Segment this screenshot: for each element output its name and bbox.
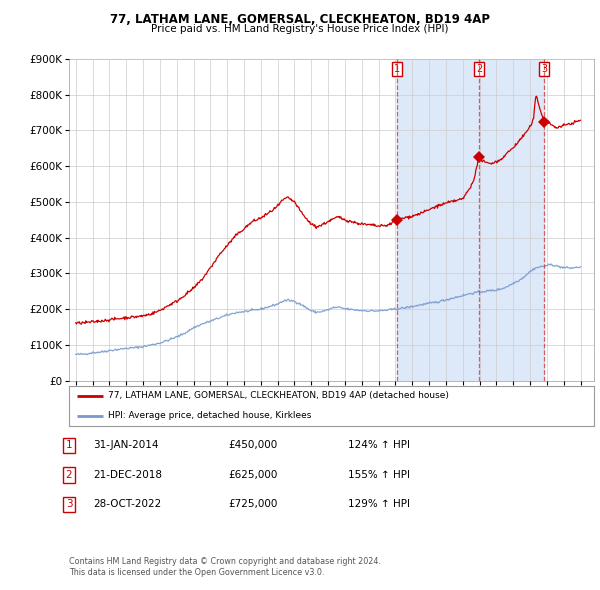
Text: 31-JAN-2014: 31-JAN-2014: [93, 441, 158, 450]
Text: 1: 1: [394, 64, 400, 74]
Text: 77, LATHAM LANE, GOMERSAL, CLECKHEATON, BD19 4AP: 77, LATHAM LANE, GOMERSAL, CLECKHEATON, …: [110, 13, 490, 26]
Text: 2: 2: [476, 64, 482, 74]
Text: 21-DEC-2018: 21-DEC-2018: [93, 470, 162, 480]
Text: 77, LATHAM LANE, GOMERSAL, CLECKHEATON, BD19 4AP (detached house): 77, LATHAM LANE, GOMERSAL, CLECKHEATON, …: [109, 391, 449, 401]
Text: Contains HM Land Registry data © Crown copyright and database right 2024.: Contains HM Land Registry data © Crown c…: [69, 558, 381, 566]
Text: £450,000: £450,000: [228, 441, 277, 450]
Text: This data is licensed under the Open Government Licence v3.0.: This data is licensed under the Open Gov…: [69, 568, 325, 577]
Text: Price paid vs. HM Land Registry's House Price Index (HPI): Price paid vs. HM Land Registry's House …: [151, 24, 449, 34]
Text: £625,000: £625,000: [228, 470, 277, 480]
Text: HPI: Average price, detached house, Kirklees: HPI: Average price, detached house, Kirk…: [109, 411, 312, 421]
Text: 3: 3: [541, 64, 547, 74]
Text: 3: 3: [65, 500, 73, 509]
Text: 155% ↑ HPI: 155% ↑ HPI: [348, 470, 410, 480]
Text: 28-OCT-2022: 28-OCT-2022: [93, 500, 161, 509]
Text: 124% ↑ HPI: 124% ↑ HPI: [348, 441, 410, 450]
Text: 2: 2: [65, 470, 73, 480]
Text: £725,000: £725,000: [228, 500, 277, 509]
Text: 1: 1: [65, 441, 73, 450]
Bar: [397, 59, 544, 381]
Text: 129% ↑ HPI: 129% ↑ HPI: [348, 500, 410, 509]
